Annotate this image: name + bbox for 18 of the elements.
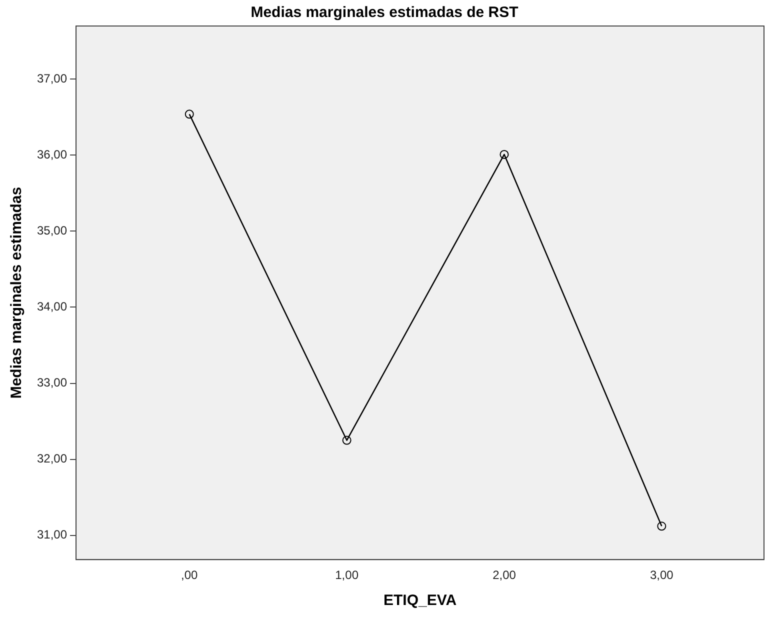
point: [184, 110, 194, 119]
x-tick-label: 2,00: [492, 568, 516, 582]
y-tick-label: 37,00: [37, 72, 68, 86]
y-tick-label: 31,00: [37, 528, 68, 542]
point: [657, 522, 666, 531]
point: [342, 436, 352, 445]
y-tick-label: 32,00: [37, 452, 68, 466]
y-axis-title: Medias marginales estimadas: [8, 186, 26, 399]
point: [500, 150, 509, 159]
y-tick-label: 33,00: [37, 376, 68, 390]
x-tick-label: 3,00: [650, 568, 674, 582]
x-axis-title: ETIQ_EVA: [383, 592, 457, 610]
y-tick-label: 36,00: [37, 148, 68, 162]
x-tick-label: 1,00: [335, 568, 359, 582]
chart-title: Medias marginales estimadas de RST: [250, 4, 518, 22]
y-tick-label: 34,00: [37, 300, 68, 314]
y-tick-label: 35,00: [37, 224, 68, 238]
x-tick-label: ,00: [181, 568, 198, 582]
